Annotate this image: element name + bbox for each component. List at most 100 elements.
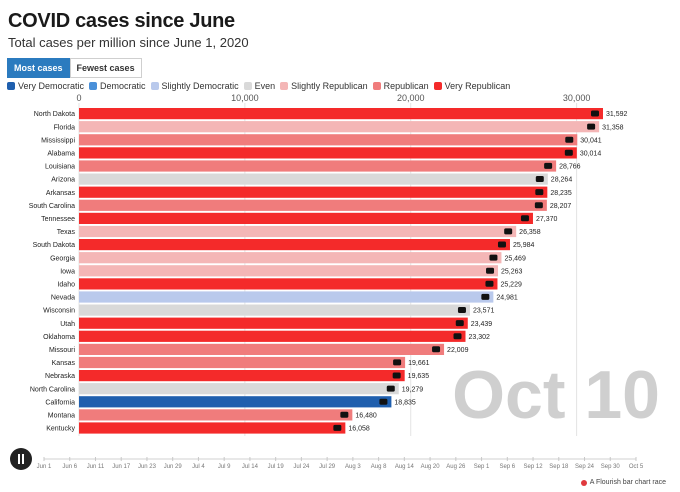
value-label: 31,358 — [602, 124, 624, 131]
category-label: Nebraska — [45, 373, 75, 380]
credit-text: A Flourish bar chart race — [589, 479, 666, 486]
state-shape-icon — [457, 307, 466, 313]
state-shape-icon — [392, 372, 401, 379]
legend-item-even[interactable]: Even — [243, 81, 276, 91]
category-label: Idaho — [57, 282, 75, 289]
value-label: 26,358 — [519, 229, 541, 236]
state-shape-icon — [481, 293, 490, 300]
bar — [79, 265, 499, 277]
value-label: 16,480 — [355, 413, 377, 420]
category-label: Florida — [54, 124, 76, 131]
state-shape-icon — [453, 333, 462, 340]
category-label: Tennessee — [41, 216, 75, 223]
value-label: 28,207 — [550, 203, 572, 210]
most-cases-button[interactable]: Most cases — [7, 58, 70, 78]
category-label: Alabama — [47, 151, 75, 158]
legend-item-slightly-democratic[interactable]: Slightly Democratic — [150, 81, 239, 91]
category-label: Kentucky — [46, 426, 75, 433]
value-label: 16,058 — [348, 426, 370, 433]
chart-title: COVID cases since June — [8, 10, 235, 32]
flourish-logo-icon — [580, 479, 587, 486]
flourish-credit[interactable]: A Flourish bar chart race — [580, 479, 666, 486]
pause-button[interactable] — [10, 448, 32, 470]
state-shape-icon — [504, 228, 513, 235]
category-label: Utah — [60, 321, 75, 328]
legend-item-democratic[interactable]: Democratic — [89, 81, 146, 91]
category-label: Texas — [57, 229, 76, 236]
timeline-label: Jul 19 — [268, 464, 285, 470]
value-label: 24,981 — [496, 295, 518, 302]
fewest-cases-button[interactable]: Fewest cases — [69, 58, 142, 78]
state-shape-icon — [489, 254, 498, 261]
state-shape-icon — [497, 241, 506, 248]
category-label: Iowa — [60, 268, 75, 275]
category-label: Arkansas — [46, 190, 76, 197]
bar — [79, 134, 578, 146]
pause-icon — [22, 454, 24, 464]
legend-item-republican[interactable]: Republican — [372, 81, 429, 91]
bar — [79, 108, 603, 120]
bar — [79, 356, 406, 369]
timeline-label: Jun 29 — [164, 464, 183, 470]
legend-item-very-democratic[interactable]: Very Democratic — [7, 81, 84, 91]
state-shape-icon — [564, 149, 573, 156]
bar — [79, 370, 405, 382]
bar — [79, 239, 510, 251]
legend-swatch — [280, 82, 289, 90]
bar — [79, 186, 548, 198]
state-shape-icon — [455, 320, 464, 327]
value-label: 27,370 — [536, 216, 558, 223]
value-label: 18,835 — [394, 399, 416, 406]
category-label: Oklahoma — [43, 334, 75, 341]
timeline-label: Sep 6 — [499, 464, 515, 470]
timeline-label: Jul 14 — [242, 464, 259, 470]
legend-swatch — [433, 82, 442, 90]
x-tick-label: 30,000 — [563, 93, 591, 103]
legend-label: Very Democratic — [18, 81, 85, 91]
timeline-label: Aug 20 — [421, 464, 441, 470]
bar — [79, 330, 466, 342]
legend-item-very-republican[interactable]: Very Republican — [433, 81, 510, 91]
value-label: 25,229 — [500, 282, 522, 289]
value-label: 25,469 — [504, 255, 526, 262]
legend-swatch — [89, 82, 98, 90]
legend-label: Even — [254, 81, 276, 91]
bar — [79, 121, 600, 133]
timeline-label: Jun 17 — [112, 464, 131, 470]
timeline-label: Jul 29 — [319, 464, 336, 470]
value-label: 23,302 — [468, 334, 490, 341]
value-label: 23,439 — [471, 321, 493, 328]
legend-swatch — [372, 82, 381, 90]
timeline-label: Sep 1 — [474, 464, 490, 470]
x-tick-label: 0 — [76, 93, 81, 103]
state-shape-icon — [333, 424, 342, 431]
value-label: 23,571 — [473, 308, 495, 315]
x-tick-label: 20,000 — [397, 93, 425, 103]
legend-item-slightly-republican[interactable]: Slightly Republican — [280, 81, 368, 91]
bar — [79, 225, 517, 238]
timeline-label: Aug 3 — [345, 464, 361, 470]
value-label: 28,235 — [550, 190, 572, 197]
state-shape-icon — [485, 280, 494, 287]
bar — [79, 422, 346, 434]
legend: Very Democratic Democratic Slightly Demo… — [7, 81, 515, 91]
bar — [79, 383, 399, 395]
value-label: 28,264 — [551, 177, 573, 184]
state-shape-icon — [520, 215, 529, 222]
timeline-label: Jun 1 — [37, 464, 52, 470]
state-shape-icon — [379, 398, 388, 405]
bar — [79, 212, 533, 224]
value-label: 28,766 — [559, 164, 581, 171]
bar — [79, 160, 557, 172]
category-label: Montana — [48, 413, 75, 420]
timeline-label: Jul 9 — [218, 464, 231, 470]
bar — [79, 291, 494, 303]
bar — [79, 147, 577, 159]
value-label: 25,984 — [513, 242, 535, 249]
timeline-label: Jul 24 — [293, 464, 310, 470]
category-label: Georgia — [50, 255, 75, 262]
legend-swatch — [7, 82, 15, 90]
value-label: 25,263 — [501, 268, 523, 275]
state-shape-icon — [565, 136, 574, 143]
category-label: South Dakota — [33, 242, 76, 249]
